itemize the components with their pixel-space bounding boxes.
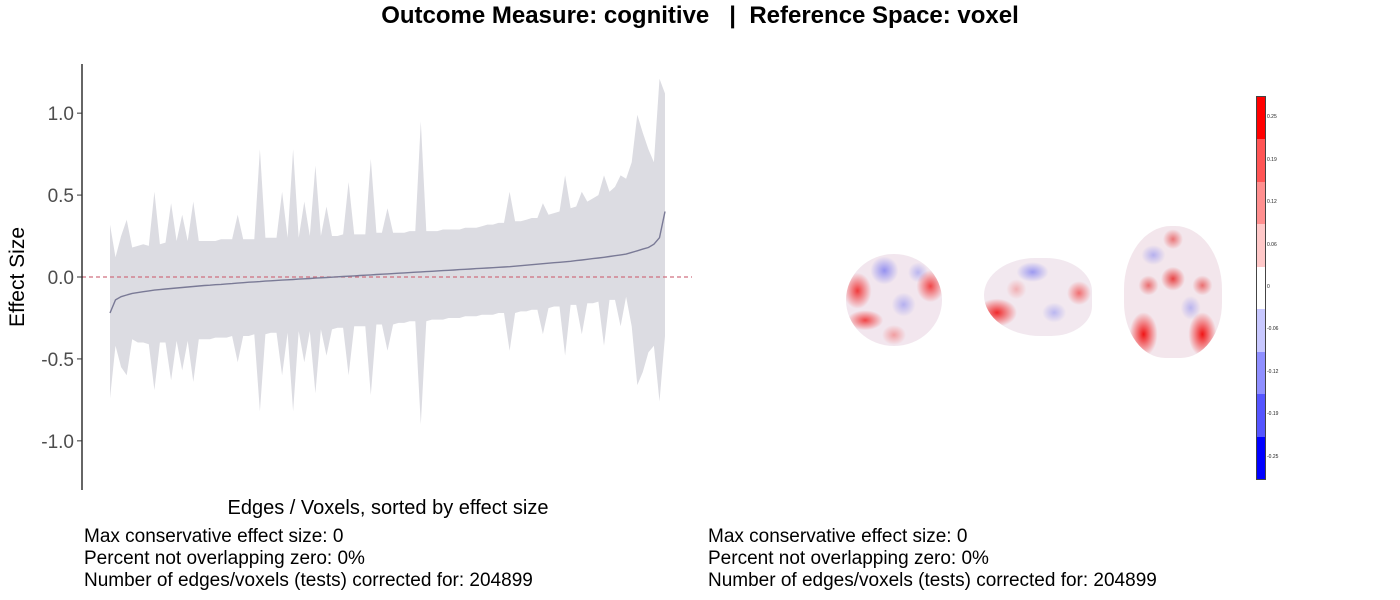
effect-size-line [109,211,666,314]
colorbar-label: -0.25 [1267,453,1279,460]
y-tick-label: 0.0 [48,268,74,289]
colorbar-cell [1257,224,1265,267]
colorbar-cell [1257,139,1265,182]
x-axis-label: Edges / Voxels, sorted by effect size [228,497,549,519]
colorbar-label: -0.12 [1267,368,1279,375]
colorbar-label: 0 [1267,284,1270,290]
confidence-ribbon [110,78,665,425]
stats-left-line: Percent not overlapping zero: 0% [84,548,365,569]
colorbar [1256,96,1266,480]
stats-left-line: Number of edges/voxels (tests) corrected… [84,570,533,591]
plot-area: 1.0 0.5 0.0 -0.5 -1.0 Effect Size Edges / Voxe… [6,64,692,519]
figure-title: Outcome Measure: cognitive | Reference S… [381,2,1019,29]
effect-size-chart: 1.0 0.5 0.0 -0.5 -1.0 Effect Size Edges / Voxe… [6,64,692,519]
y-axis-label: Effect Size [6,227,29,327]
brain-sagittal-slice [984,258,1092,336]
colorbar-label: -0.19 [1267,411,1279,418]
y-tick-label: 1.0 [48,104,74,125]
colorbar-cell [1257,394,1265,437]
brain-axial-slice [1124,226,1222,358]
colorbar-cell [1257,309,1265,352]
colorbar-cell [1257,97,1265,140]
colorbar-label: 0.12 [1267,199,1277,206]
stats-left-line: Max conservative effect size: 0 [84,526,344,547]
stats-right-line: Number of edges/voxels (tests) corrected… [708,570,1157,591]
y-tick-label: -1.0 [41,432,74,453]
brain-map-panel [820,200,1240,380]
colorbar-label: 0.25 [1267,114,1277,121]
colorbar-cell [1257,266,1265,310]
colorbar-label: 0.19 [1267,156,1277,163]
y-tick-label: 0.5 [48,186,74,207]
y-tick-label: -0.5 [41,350,74,371]
stats-right-line: Max conservative effect size: 0 [708,526,968,547]
colorbar-cell [1257,181,1265,225]
colorbar-cell [1257,436,1265,479]
stats-right-line: Percent not overlapping zero: 0% [708,548,989,569]
stats-left: Max conservative effect size: 0 Percent … [84,526,533,592]
colorbar-cell [1257,351,1265,395]
stats-right: Max conservative effect size: 0 Percent … [708,526,1157,592]
colorbar-label: 0.06 [1267,241,1277,248]
brain-coronal-slice [846,254,942,346]
colorbar-label: -0.06 [1267,326,1279,333]
